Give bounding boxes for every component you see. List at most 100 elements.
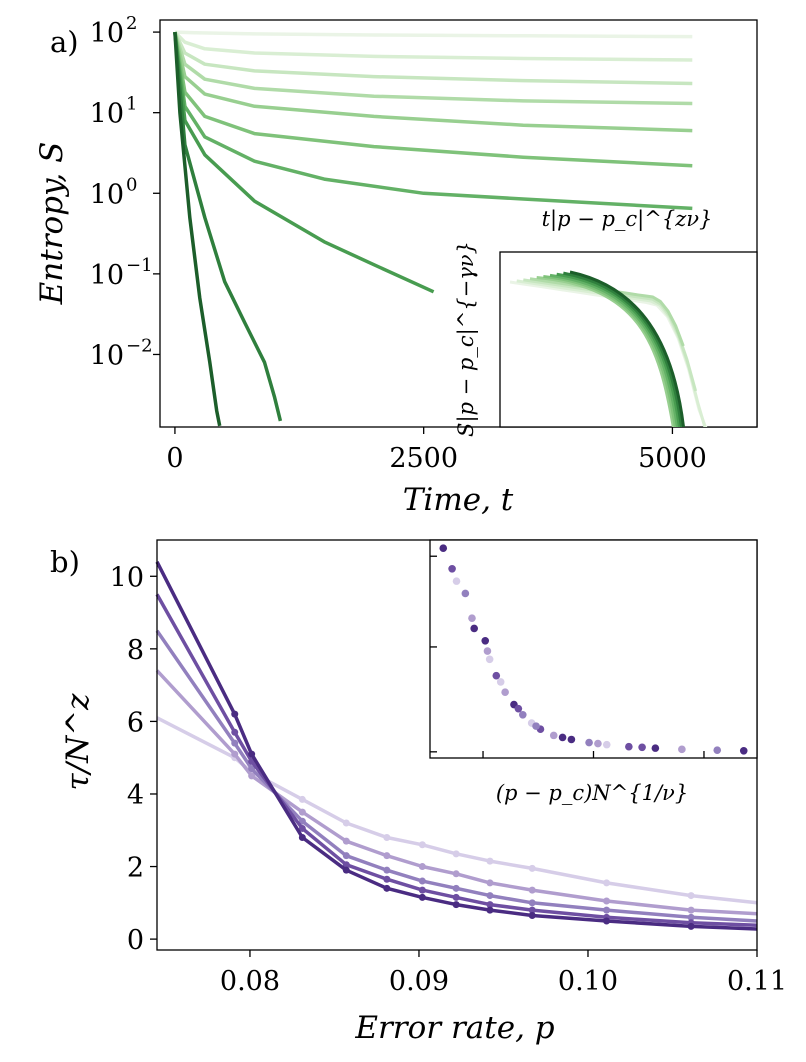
tau-point <box>298 808 306 816</box>
inset-curve-5 <box>536 276 675 427</box>
tau-point <box>687 906 695 914</box>
panel-a-x-ticks: 0 2500 5000 <box>166 427 707 474</box>
panel-a-inset-curves <box>509 270 708 427</box>
tau-point <box>603 879 611 887</box>
tau-point <box>687 892 695 900</box>
inset-scatter-point <box>651 744 660 752</box>
tau-point <box>418 893 426 901</box>
x-tick-label: 0.10 <box>558 966 618 997</box>
tau-point <box>231 728 239 736</box>
entropy-curve-5 <box>173 31 693 133</box>
inset-scatter-point <box>470 624 478 633</box>
inset-scatter-point <box>468 614 476 622</box>
y-tick-label: 2 <box>127 853 144 884</box>
entropy-curve-2 <box>173 30 693 62</box>
tau-point <box>248 772 256 780</box>
panel-b-x-ticks: 0.08 0.09 0.10 0.11 <box>220 950 787 997</box>
tau-point <box>383 852 391 860</box>
panel-b-y-ticks: 0 2 4 6 8 10 <box>110 562 157 956</box>
tau-point <box>342 861 350 869</box>
inset-scatter-point <box>481 636 490 645</box>
tau-point <box>298 817 306 825</box>
panel-a-y-axis-label: Entropy, S <box>34 142 70 306</box>
entropy-curve-3 <box>173 31 693 86</box>
entropy-curve-7 <box>173 31 693 211</box>
tau-point <box>418 877 426 885</box>
tau-point <box>528 886 536 894</box>
panel-a-inset: t|p − p_c|^{zν} S|p − p_c|^{−γν} <box>454 207 758 437</box>
panel-a-series-group <box>173 30 693 427</box>
inset-scatter-point <box>567 735 576 744</box>
x-tick-label: 2500 <box>389 443 458 474</box>
tau-point <box>452 884 460 892</box>
y-tick-label: 10 <box>90 99 124 130</box>
tau-point <box>687 913 695 921</box>
inset-scatter-point <box>532 722 540 730</box>
tau-point <box>418 841 426 849</box>
inset-curve-9 <box>563 271 683 427</box>
inset-scatter-point <box>558 733 567 742</box>
entropy-curve-1 <box>174 30 693 39</box>
tau-point <box>486 892 494 900</box>
inset-scatter-point <box>678 745 686 754</box>
tau-point <box>383 884 391 892</box>
inset-scatter-point <box>518 711 527 719</box>
tau-point <box>298 795 306 803</box>
panel-b-inset-frame <box>429 539 758 759</box>
panel-b: b) 0.08 0.09 0.10 0.11 0 2 4 6 8 10 Error rate, … <box>50 539 787 1046</box>
inset-scatter-point <box>439 544 448 553</box>
entropy-curve-9 <box>173 31 283 422</box>
entropy-curve-8 <box>173 31 435 294</box>
tau-point <box>383 875 391 883</box>
tau-point <box>603 917 611 925</box>
y-tick-exponent: −2 <box>126 335 153 356</box>
tau-point <box>231 739 239 747</box>
y-tick-label: 8 <box>127 635 144 666</box>
panel-b-inset: (p − p_c)N^{1/ν} <box>429 539 758 805</box>
tau-point <box>342 837 350 845</box>
y-tick-exponent: 2 <box>126 13 137 34</box>
panel-b-label: b) <box>50 545 80 579</box>
inset-scatter-point <box>638 743 646 752</box>
inset-scatter-point <box>594 739 602 748</box>
inset-curve-7 <box>549 273 679 427</box>
inset-scatter-point <box>452 577 461 585</box>
y-tick-exponent: 0 <box>126 174 137 195</box>
tau-point <box>528 899 536 907</box>
panel-b-inset-ticks <box>430 555 705 758</box>
tau-point <box>603 897 611 905</box>
tau-point <box>248 750 256 758</box>
tau-point <box>603 906 611 914</box>
inset-scatter-point <box>485 655 494 664</box>
tau-point <box>528 864 536 872</box>
inset-curve-10 <box>569 270 685 427</box>
tau-point <box>486 879 494 887</box>
inset-scatter-point <box>585 738 593 747</box>
tau-point <box>298 824 306 832</box>
panel-a-inset-x-label: t|p − p_c|^{zν} <box>542 207 713 232</box>
tau-point <box>383 866 391 874</box>
tau-point <box>342 819 350 827</box>
entropy-curve-10 <box>173 31 222 427</box>
tau-point <box>452 870 460 878</box>
tau-point <box>486 901 494 909</box>
tau-point <box>528 906 536 914</box>
inset-scatter-point <box>549 731 558 740</box>
y-tick-label: 0 <box>127 925 144 956</box>
inset-scatter-point <box>461 589 470 598</box>
tau-point <box>452 901 460 909</box>
inset-scatter-point <box>625 742 633 751</box>
y-tick-label: 10 <box>90 260 124 291</box>
y-tick-label: 4 <box>127 780 144 811</box>
panel-b-inset-points <box>439 544 748 755</box>
x-tick-label: 5000 <box>638 443 707 474</box>
panel-a-frame <box>159 19 758 428</box>
inset-scatter-point <box>483 647 492 655</box>
y-tick-label: 10 <box>110 562 144 593</box>
y-tick-label: 10 <box>90 18 124 49</box>
tau-point <box>452 893 460 901</box>
tau-point <box>231 710 239 718</box>
y-tick-exponent: 1 <box>126 94 137 115</box>
